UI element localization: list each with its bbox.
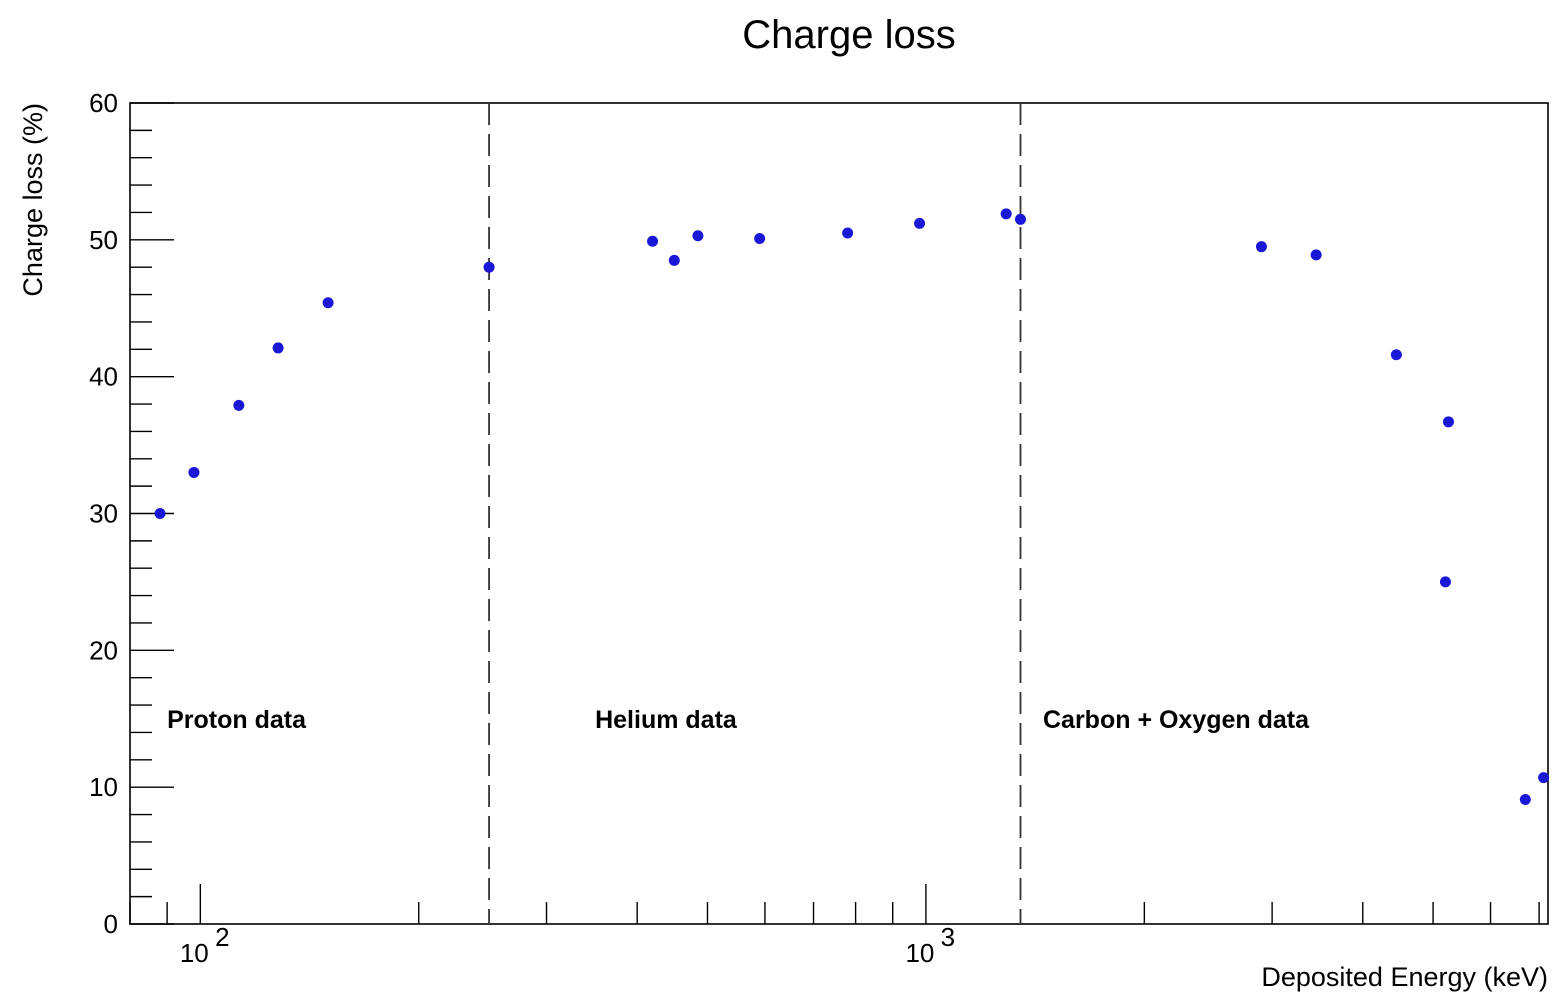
- data-point: [1000, 208, 1012, 220]
- data-point: [668, 254, 680, 266]
- data-point: [692, 230, 704, 242]
- y-axis-title: Charge loss (%): [18, 103, 48, 297]
- data-point: [1014, 213, 1026, 225]
- data-point: [914, 217, 926, 229]
- data-point: [842, 227, 854, 239]
- region-label: Proton data: [167, 706, 307, 734]
- y-tick-label: 0: [104, 909, 118, 939]
- data-point: [154, 508, 166, 519]
- region-label: Helium data: [595, 706, 738, 734]
- data-point: [1310, 249, 1322, 261]
- y-tick-label: 50: [89, 225, 118, 255]
- y-tick-label: 20: [89, 635, 118, 665]
- plot-frame: [129, 102, 1549, 925]
- x-tick-label: 10: [905, 938, 934, 968]
- data-point: [1439, 576, 1451, 588]
- data-point: [188, 466, 200, 478]
- region-labels: Proton data Helium data Carbon + Oxygen da…: [167, 706, 1310, 734]
- data-point: [483, 261, 495, 273]
- x-axis-title: Deposited Energy (keV): [1261, 962, 1548, 992]
- region-label: Carbon + Oxygen data: [1043, 706, 1310, 734]
- data-point: [322, 297, 334, 309]
- region-separators: [488, 103, 1022, 924]
- data-point: [1390, 349, 1402, 361]
- y-tick-label: 40: [89, 362, 118, 392]
- data-point: [754, 232, 766, 244]
- data-point: [1255, 241, 1267, 253]
- chart-title: Charge loss: [742, 13, 955, 57]
- data-point: [1538, 772, 1550, 784]
- y-tick-label: 30: [89, 499, 118, 529]
- data-point: [1519, 793, 1531, 805]
- x-tick-label: 10: [180, 938, 209, 968]
- data-point: [647, 235, 659, 247]
- data-points: [154, 208, 1550, 805]
- y-axis: 0 10 20 30 40 50 60: [89, 88, 174, 939]
- x-tick-label-exponent: 3: [941, 922, 955, 952]
- data-point: [233, 399, 245, 411]
- x-tick-label-exponent: 2: [215, 922, 229, 952]
- data-point: [1442, 416, 1454, 428]
- y-tick-label: 10: [89, 772, 118, 802]
- data-point: [272, 342, 284, 354]
- y-tick-label: 60: [89, 88, 118, 118]
